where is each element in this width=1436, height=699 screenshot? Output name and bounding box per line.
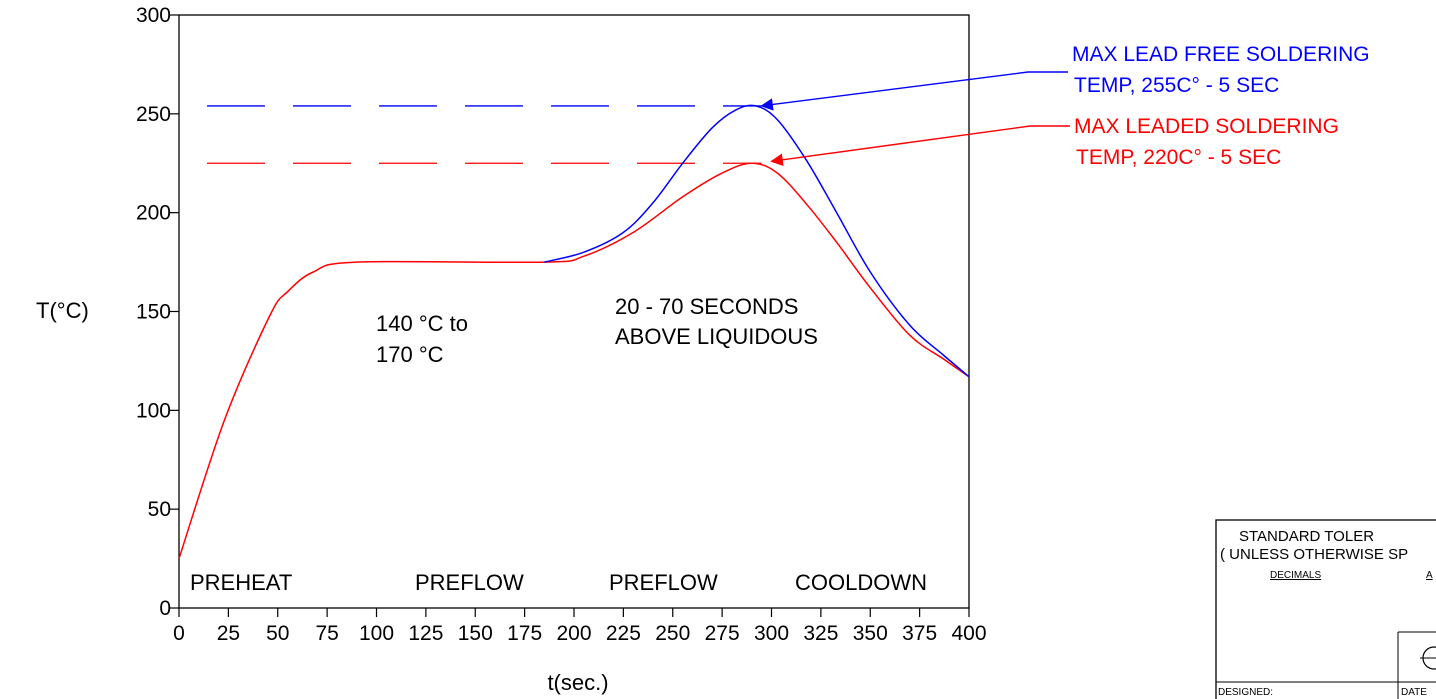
y-tick-label: 100 xyxy=(136,399,171,422)
title-block: STANDARD TOLER ( UNLESS OTHERWISE SP DEC… xyxy=(1215,519,1436,699)
x-tick-label: 200 xyxy=(556,622,591,645)
leaded-profile-line xyxy=(178,162,970,559)
zone-label-preflow-1: PREFLOW xyxy=(415,570,524,595)
zone-label-preflow-2: PREFLOW xyxy=(609,570,718,595)
x-tick-label: 325 xyxy=(803,622,838,645)
x-tick-label: 300 xyxy=(754,622,789,645)
x-tick-label: 150 xyxy=(458,622,493,645)
zone-label-cooldown: COOLDOWN xyxy=(795,570,927,595)
projection-symbol-icon xyxy=(1420,646,1436,670)
x-tick-label: 400 xyxy=(951,622,986,645)
lead-free-callout-line2: TEMP, 255C° - 5 SEC xyxy=(1074,74,1279,97)
x-tick-label: 75 xyxy=(315,622,338,645)
x-tick-label: 350 xyxy=(853,622,888,645)
y-tick-label: 200 xyxy=(136,202,171,225)
title-block-date: DATE xyxy=(1401,687,1427,698)
title-block-heading: STANDARD TOLER xyxy=(1239,528,1374,545)
lead-free-callout-line1: MAX LEAD FREE SOLDERING xyxy=(1072,43,1370,66)
y-axis-title: T(°C) xyxy=(36,298,89,323)
liquidous-label-line1: 20 - 70 SECONDS xyxy=(615,294,798,319)
y-tick-label: 250 xyxy=(136,103,171,126)
lead-free-callout-arrow xyxy=(760,71,1068,111)
x-tick-label: 0 xyxy=(173,622,185,645)
title-block-subheading: ( UNLESS OTHERWISE SP xyxy=(1220,546,1408,563)
x-tick-label: 50 xyxy=(266,622,289,645)
x-tick-label: 125 xyxy=(408,622,443,645)
x-tick-label: 100 xyxy=(359,622,394,645)
zone-label-preheat: PREHEAT xyxy=(190,570,292,595)
x-tick-label: 250 xyxy=(655,622,690,645)
y-tick-label: 150 xyxy=(136,301,171,324)
y-tick-label: 50 xyxy=(148,498,171,521)
soak-range-label-line2: 170 °C xyxy=(376,342,444,367)
lead-free-profile-line xyxy=(544,104,970,378)
soak-range-label-line1: 140 °C to xyxy=(376,311,468,336)
x-tick-label: 375 xyxy=(902,622,937,645)
leaded-callout-line2: TEMP, 220C° - 5 SEC xyxy=(1076,146,1281,169)
y-tick-label: 0 xyxy=(159,597,171,620)
x-axis-title: t(sec.) xyxy=(547,670,608,695)
plot-frame xyxy=(178,14,970,609)
title-block-col2: A xyxy=(1426,570,1433,581)
x-tick-label: 175 xyxy=(507,622,542,645)
x-tick-label: 225 xyxy=(606,622,641,645)
liquidous-label-line2: ABOVE LIQUIDOUS xyxy=(615,324,818,349)
title-block-designed: DESIGNED: xyxy=(1218,687,1273,698)
x-tick-label: 25 xyxy=(217,622,240,645)
y-tick-label: 300 xyxy=(136,4,171,27)
title-block-frame xyxy=(1215,519,1436,699)
x-tick-label: 275 xyxy=(705,622,740,645)
title-block-decimals: DECIMALS xyxy=(1270,570,1321,581)
leaded-callout-arrow xyxy=(770,125,1070,167)
leaded-callout-line1: MAX LEADED SOLDERING xyxy=(1074,115,1339,138)
